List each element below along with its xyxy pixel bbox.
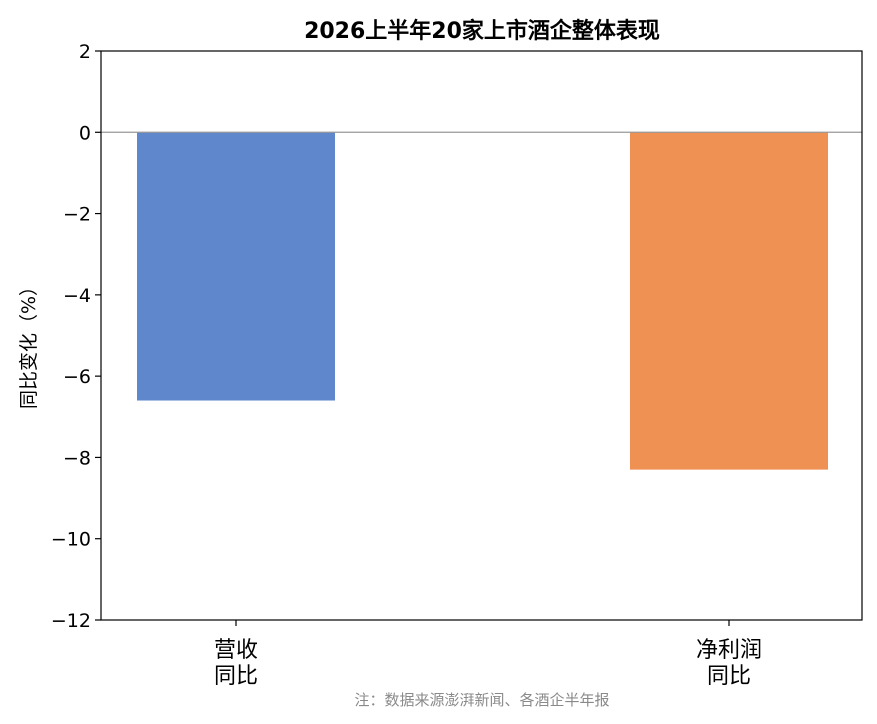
plot-frame [100,50,863,621]
x-tick-label: 营收 [214,638,258,663]
source-note: 注：数据来源澎湃新闻、各酒企半年报 [354,691,609,709]
y-axis-label: 同比变化（%） [18,277,40,409]
x-tick-label: 同比 [707,664,751,689]
bars [137,132,828,470]
y-tick-label: 0 [79,122,91,144]
x-tick-label: 同比 [214,664,258,689]
y-tick-label: −2 [63,204,91,226]
bar [137,132,335,401]
y-tick-label: −12 [51,610,91,632]
y-tick-label: −10 [51,529,91,551]
x-tick-label: 净利润 [696,638,762,663]
y-tick-label: −4 [63,285,91,307]
y-tick-label: 2 [79,41,91,63]
chart-title: 2026上半年20家上市酒企整体表现 [304,18,660,44]
bar [630,132,828,470]
y-axis-ticks: 2 0 −2 −4 −6 −8 −10 −12 [51,41,101,632]
y-tick-label: −6 [63,366,91,388]
y-tick-label: −8 [63,447,91,469]
